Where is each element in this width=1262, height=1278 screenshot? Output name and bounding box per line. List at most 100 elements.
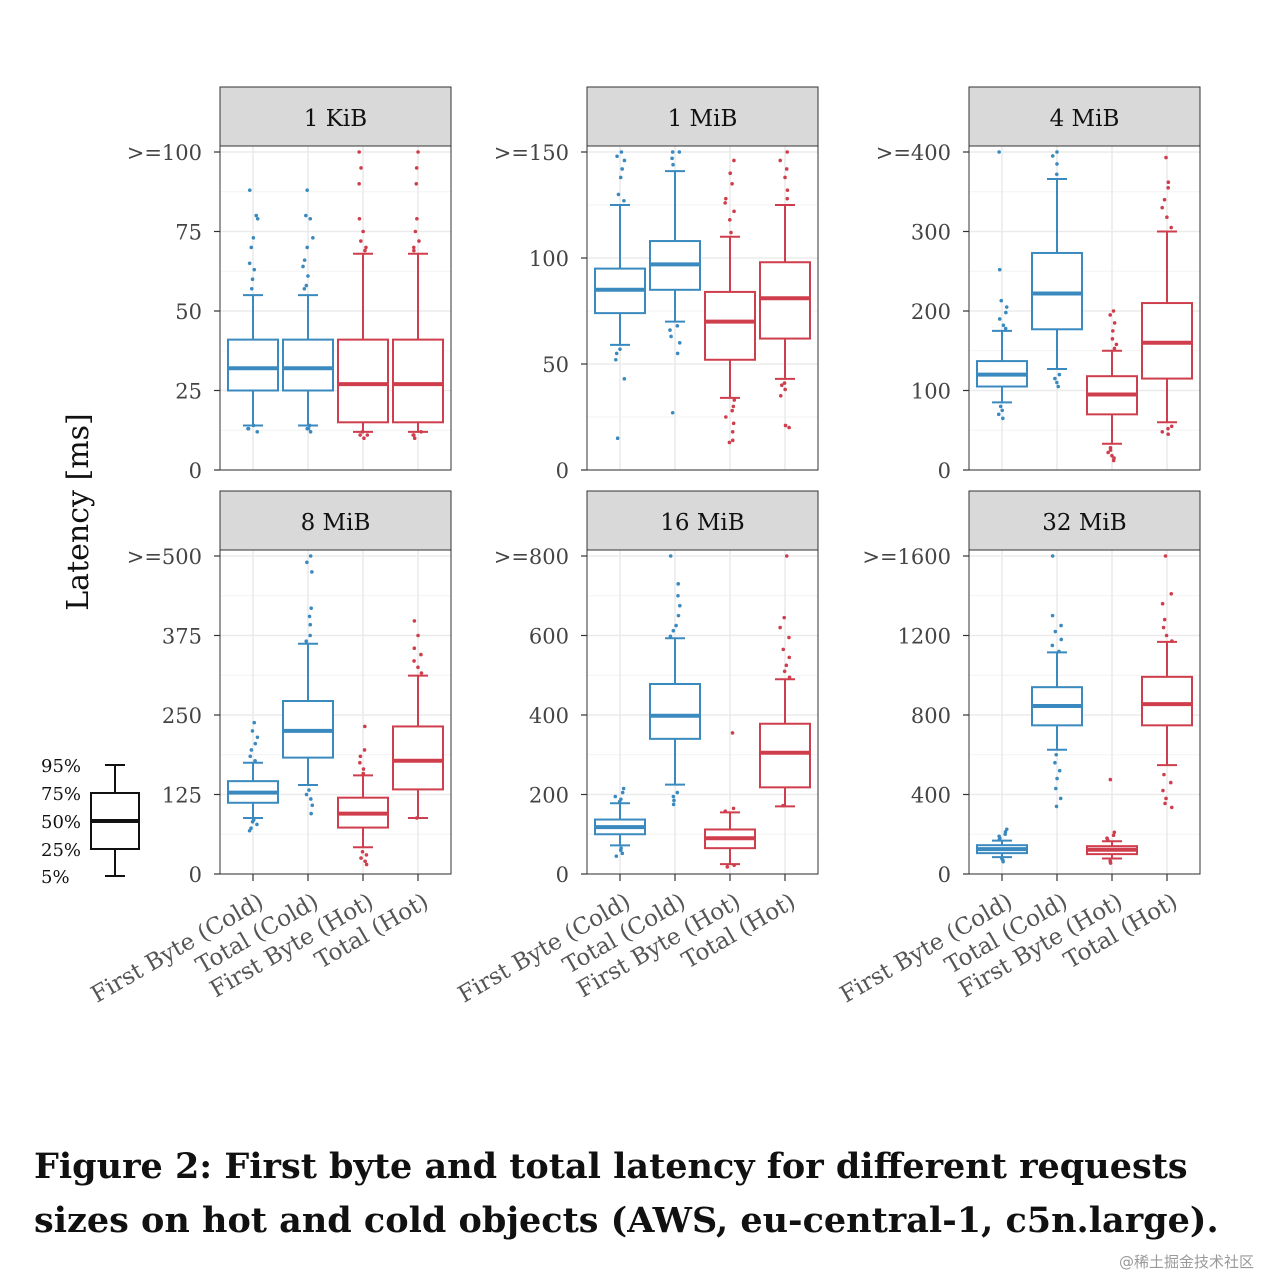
outlier-point (363, 248, 367, 253)
outlier-point (251, 818, 256, 822)
outlier-point (619, 150, 624, 154)
outlier-point (622, 377, 627, 381)
box-body (1141, 675, 1193, 727)
outlier-point (997, 267, 1002, 272)
outlier-point (622, 158, 627, 163)
outlier-point (415, 216, 419, 221)
outlier-point (676, 593, 680, 598)
legend-label: 5% (41, 867, 70, 888)
outlier-point (304, 639, 309, 644)
y-tick-label: 200 (529, 784, 569, 808)
outlier-point (730, 731, 735, 735)
outlier-point (362, 748, 367, 752)
outlier-point (670, 150, 675, 154)
outlier-point (620, 790, 625, 795)
outlier-point (668, 634, 673, 639)
outlier-point (412, 619, 417, 623)
outlier-point (249, 245, 254, 250)
outlier-point (311, 236, 315, 240)
outlier-point (1003, 326, 1008, 331)
outlier-point (783, 175, 787, 180)
outlier-point (1054, 804, 1059, 809)
outlier-point (730, 430, 735, 434)
outlier-point (1108, 777, 1113, 782)
outlier-point (308, 216, 313, 221)
outlier-point (305, 426, 309, 431)
outlier-point (247, 261, 252, 266)
outlier-point (362, 436, 366, 441)
box-total-hot (759, 150, 811, 430)
outlier-point (255, 735, 260, 740)
outlier-point (1055, 380, 1059, 385)
box-first-byte-hot (1086, 309, 1138, 463)
outlier-point (1055, 150, 1059, 154)
box-total-cold (1031, 554, 1083, 809)
outlier-point (1160, 601, 1165, 606)
outlier-point (675, 351, 680, 356)
outlier-point (357, 150, 361, 154)
panel-title: 16 MiB (660, 510, 744, 536)
outlier-point (358, 754, 363, 759)
outlier-point (1166, 185, 1170, 190)
caption-line-2: sizes on hot and cold objects (AWS, eu-c… (34, 1200, 1219, 1241)
box-body (649, 682, 701, 740)
outlier-point (787, 655, 792, 660)
box-first-byte-hot (704, 158, 756, 445)
outlier-point (1001, 416, 1005, 421)
outlier-point (1059, 623, 1063, 628)
outlier-point (304, 283, 309, 288)
box-total-hot (759, 554, 811, 808)
outlier-point (724, 415, 728, 419)
outlier-point (412, 646, 417, 651)
box-total-cold (1031, 150, 1083, 389)
outlier-point (359, 166, 363, 170)
outlier-point (1054, 752, 1059, 757)
outlier-point (357, 182, 361, 186)
y-tick-label: 400 (911, 784, 951, 808)
box-body (759, 261, 811, 340)
watermark-text: @稀土掘金技术社区 (1118, 1253, 1254, 1271)
outlier-point (618, 175, 623, 180)
outlier-point (417, 239, 421, 243)
outlier-point (676, 582, 681, 586)
outlier-point (787, 675, 792, 680)
outlier-point (676, 613, 681, 618)
outlier-point (1055, 162, 1059, 166)
outlier-point (255, 822, 259, 827)
outlier-point (729, 230, 733, 235)
outlier-point (671, 628, 676, 633)
outlier-point (614, 854, 619, 858)
outlier-point (249, 748, 254, 752)
outlier-point (1056, 384, 1061, 389)
outlier-point (1106, 450, 1110, 455)
y-tick-label: >=150 (494, 141, 569, 165)
box-total-hot (392, 619, 444, 820)
outlier-point (1057, 372, 1062, 377)
outlier-point (304, 213, 308, 218)
box-first-byte-cold (227, 188, 279, 434)
outlier-point (730, 408, 735, 413)
outlier-point (615, 436, 620, 441)
outlier-point (785, 188, 790, 192)
outlier-point (620, 851, 625, 856)
box-total-cold (649, 150, 701, 415)
outlier-point (671, 794, 676, 799)
outlier-point (613, 794, 618, 799)
outlier-point (363, 724, 367, 729)
panel-1-kib: 1 KiB 0 25 50 75 >=100 (127, 86, 452, 483)
panel-strip (586, 86, 819, 147)
box-first-byte-hot (337, 150, 389, 441)
outlier-point (416, 150, 420, 154)
outlier-point (784, 663, 789, 668)
outlier-point (1112, 456, 1116, 460)
outlier-point (671, 162, 675, 167)
outlier-point (365, 433, 370, 437)
outlier-point (1050, 613, 1055, 618)
outlier-point (253, 758, 257, 763)
outlier-point (1164, 155, 1168, 160)
box-first-byte-cold (594, 786, 646, 858)
y-tick-label: 200 (911, 300, 951, 324)
plot-border (219, 549, 452, 875)
panel-4-mib: 4 MiB 0 100 200 300 >=400 (876, 86, 1201, 483)
